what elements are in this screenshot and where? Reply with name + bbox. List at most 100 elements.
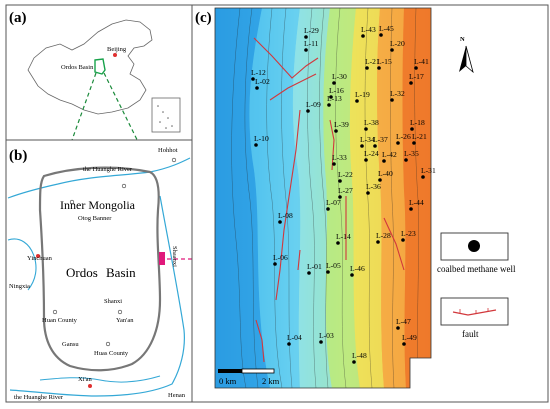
well-point	[327, 103, 331, 107]
ordos-label: Ordos	[66, 265, 98, 280]
well-label: L-38	[364, 118, 379, 127]
well-label: L-41	[414, 57, 429, 66]
huanghe-river-east	[9, 195, 185, 397]
well-point	[404, 158, 408, 162]
well-label: L-05	[326, 261, 341, 270]
well-point	[255, 86, 259, 90]
well-label: L-45	[379, 24, 394, 33]
scale-end-label: 2 km	[262, 376, 280, 386]
well-label: L-28	[376, 231, 391, 240]
huan-county-label: Huan County	[42, 317, 78, 324]
well-label: L-37	[373, 135, 388, 144]
otog-banner-label: Otog Banner	[78, 215, 112, 222]
south-china-sea-inset	[151, 97, 181, 133]
well-point	[278, 220, 282, 224]
yinchuan-label: Yinchuan	[27, 255, 53, 262]
hohhot-label: Hohhot	[158, 147, 178, 154]
well-point	[361, 34, 365, 38]
ordos-basin-outline	[94, 58, 106, 75]
well-label: L-47	[396, 317, 411, 326]
well-label: L-30	[332, 72, 347, 81]
well-point	[364, 158, 368, 162]
well-label: L-18	[410, 118, 425, 127]
well-point	[421, 175, 425, 179]
well-label: L-04	[287, 333, 302, 342]
well-label: L-17	[409, 72, 424, 81]
well-point	[355, 99, 359, 103]
north-label: N	[460, 36, 465, 43]
well-point	[338, 195, 342, 199]
well-label: L-13	[327, 94, 342, 103]
study-area-marker	[159, 252, 165, 265]
islands	[157, 105, 173, 129]
scale-start-label: 0 km	[219, 376, 237, 386]
well-label: L-24	[364, 149, 379, 158]
well-label: L-49	[402, 333, 417, 342]
well-point	[396, 326, 400, 330]
shanxi-label: Shanxi	[104, 298, 122, 305]
well-point	[364, 127, 368, 131]
huas-county-label: Huas County	[94, 350, 129, 357]
well-label: L-10	[254, 134, 269, 143]
well-point	[306, 109, 310, 113]
well-label: L-11	[304, 39, 319, 48]
well-point	[360, 144, 364, 148]
well-label: L-39	[334, 120, 349, 129]
well-label: L-43	[361, 25, 376, 34]
huanghe-label-bottom: the Huanghe River	[14, 394, 64, 401]
ordos-basin-label-a: Ordos Basin	[61, 64, 94, 71]
well-label: L-16	[329, 86, 344, 95]
well-point	[409, 81, 413, 85]
well-label: L-08	[278, 211, 293, 220]
well-label: L-15	[377, 57, 392, 66]
legend-well-symbol	[468, 240, 480, 252]
beijing-label: Beijing	[107, 46, 127, 53]
well-point	[287, 342, 291, 346]
well-point	[412, 141, 416, 145]
north-arrow: N	[459, 36, 474, 74]
well-label: L-01	[307, 262, 322, 271]
well-point	[401, 238, 405, 242]
well-label: L-31	[421, 166, 436, 175]
panel-a-label: (a)	[9, 10, 27, 26]
well-label: L-40	[378, 169, 393, 178]
well-point	[376, 240, 380, 244]
well-label: L-42	[382, 150, 397, 159]
panel-c: (c)	[191, 4, 549, 403]
well-point	[352, 360, 356, 364]
well-point	[254, 143, 258, 147]
legend-fault-label: fault	[462, 329, 479, 339]
contour-map	[215, 8, 431, 388]
well-label: L-22	[338, 170, 353, 179]
well-point	[334, 129, 338, 133]
huanghe-river-north	[7, 157, 191, 199]
wells-layer: L-29 L-43 L-45L-11 L-20L-12L-02L-21L-15 L-41…	[251, 24, 436, 364]
well-label: L-21	[412, 132, 427, 141]
panel-b-label: (b)	[9, 148, 27, 164]
inner-mongolia-label: Inner Mongolia	[60, 198, 136, 212]
well-point	[390, 48, 394, 52]
well-point	[336, 241, 340, 245]
well-label: L-34	[360, 135, 375, 144]
basin-label: Basin	[106, 265, 136, 280]
well-label: L-21	[365, 57, 380, 66]
well-label: L-27	[338, 186, 353, 195]
well-point	[414, 66, 418, 70]
legend-well-label: coalbed methane well	[437, 264, 516, 274]
well-label: L-23	[401, 229, 416, 238]
well-label: L-07	[326, 198, 341, 207]
panel-c-label: (c)	[195, 10, 212, 26]
scale-bar: 0 km 2 km	[218, 368, 280, 386]
well-point	[409, 207, 413, 211]
well-label: L-29	[304, 26, 319, 35]
yinchuan-marker	[36, 254, 40, 258]
well-label: L-46	[350, 264, 365, 273]
well-point	[390, 98, 394, 102]
well-label: L-48	[352, 351, 367, 360]
huanghe-river-west	[7, 238, 37, 291]
well-point	[410, 127, 414, 131]
well-point	[332, 162, 336, 166]
well-point	[332, 81, 336, 85]
well-point	[338, 179, 342, 183]
